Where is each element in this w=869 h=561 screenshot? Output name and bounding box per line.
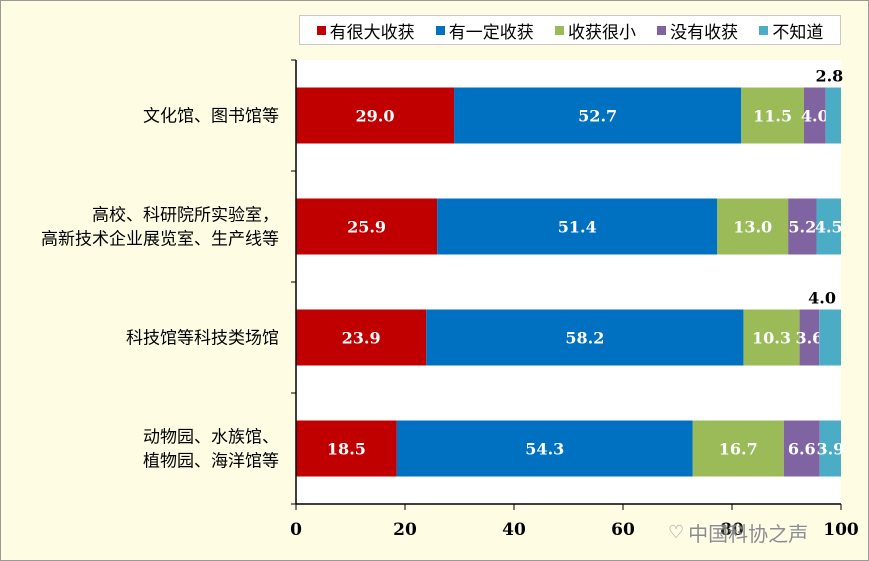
x-tick-label: 20 [393,520,417,540]
bar-segment [296,198,438,255]
bar-segment [741,87,804,144]
data-label: 10.3 [752,329,791,348]
bar-segment [396,420,693,477]
data-label: 18.5 [327,440,366,459]
bar-segment [296,87,455,144]
data-label: 13.0 [733,218,772,237]
bar-segment [816,198,841,255]
legend-label: 有很大收获 [329,22,415,43]
category-label: 科技馆等科技类场馆 [126,329,279,349]
bar-segment [454,87,742,144]
bar-segment [825,87,841,144]
x-tick-label: 100 [823,520,859,540]
category-label: 植物园、海洋馆等 [143,452,279,472]
x-tick-label: 0 [290,520,302,540]
category-label: 高新技术企业展览室、生产线等 [41,230,279,250]
data-label: 2.8 [815,67,843,86]
legend-swatch [554,25,564,35]
bar-segment [426,309,744,366]
category-label: 动物园、水族馆、 [143,428,279,448]
x-tick-label: 40 [502,520,526,540]
legend-item: 有一定收获 [435,18,534,43]
bar-segment [692,420,784,477]
legend-label: 没有收获 [670,22,739,43]
bar-segment [799,309,820,366]
legend: 有很大收获 有一定收获 收获很小 没有收获 不知道 [299,15,841,45]
legend-swatch [435,25,445,35]
data-label: 4.0 [801,107,829,126]
data-label: 4.0 [808,289,836,308]
legend-item: 收获很小 [554,18,636,43]
legend-item: 没有收获 [657,18,738,43]
x-tick-label: 60 [611,520,635,540]
legend-swatch [657,25,667,35]
bar-segment [783,420,820,477]
data-label: 3.6 [795,329,823,348]
legend-item: 不知道 [759,18,823,43]
category-label: 高校、科研院所实验室， [92,206,279,226]
watermark: ♡ 中国科协之声 [668,518,808,547]
bar-segment [803,87,826,144]
data-label: 11.5 [753,107,792,126]
bar-segment [437,198,718,255]
x-tick-label: 80 [720,520,744,540]
legend-item: 有很大收获 [316,18,415,43]
data-label: 4.5 [815,218,843,237]
data-label: 16.7 [719,440,758,459]
legend-label: 不知道 [772,22,824,43]
data-label: 6.6 [788,440,816,459]
category-label: 文化馆、图书馆等 [143,107,279,127]
bar-segment [717,198,789,255]
watermark-text: 中国科协之声 [688,522,809,546]
legend-swatch [759,25,769,35]
data-label: 5.2 [788,218,816,237]
data-label: 25.9 [347,218,386,237]
data-label: 3.9 [816,440,844,459]
bar-segment [296,420,397,477]
data-label: 58.2 [565,329,604,348]
weibo-icon: ♡ [668,522,685,543]
data-label: 52.7 [578,107,617,126]
bar-segment [819,309,841,366]
legend-label: 有一定收获 [448,22,534,43]
data-label: 54.3 [525,440,564,459]
legend-swatch [316,25,326,35]
bar-segment [296,309,427,366]
data-label: 51.4 [558,218,597,237]
bar-segment [788,198,817,255]
data-label: 29.0 [356,107,395,126]
bar-segment [819,420,841,477]
data-label: 23.9 [342,329,381,348]
bar-segment [743,309,800,366]
legend-label: 收获很小 [567,22,636,43]
